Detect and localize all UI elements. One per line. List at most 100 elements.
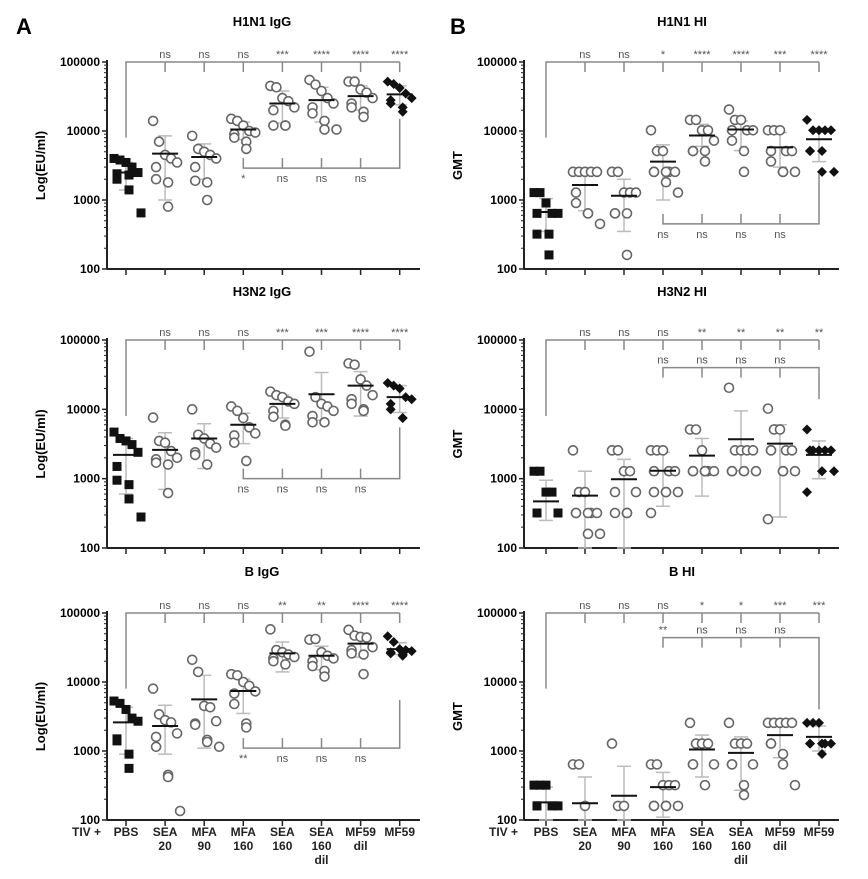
significance-label: ns bbox=[657, 600, 669, 612]
y-tick-label: 100 bbox=[80, 813, 100, 827]
data-point bbox=[162, 487, 174, 499]
data-point bbox=[201, 736, 213, 748]
significance-label: * bbox=[241, 173, 246, 185]
data-point bbox=[186, 130, 198, 142]
significance-label: ** bbox=[239, 753, 248, 765]
data-point bbox=[150, 731, 162, 743]
data-point bbox=[621, 249, 633, 261]
group-1 bbox=[567, 445, 606, 549]
data-point bbox=[319, 671, 330, 682]
data-point bbox=[328, 405, 339, 417]
y-tick-label: 100 bbox=[497, 262, 517, 276]
data-point bbox=[817, 748, 827, 759]
data-point bbox=[232, 670, 243, 681]
data-point bbox=[808, 125, 818, 136]
data-point bbox=[133, 716, 143, 726]
chart-title: B HI bbox=[669, 564, 695, 579]
y-tick-label: 1000 bbox=[73, 744, 100, 758]
data-point bbox=[201, 194, 213, 206]
x-tick-label: SEA 160 dil bbox=[729, 825, 754, 867]
data-point bbox=[124, 494, 134, 504]
chart-title: H1N1 IgG bbox=[233, 14, 292, 29]
data-point bbox=[115, 155, 125, 165]
data-point bbox=[532, 801, 542, 811]
bracket-vs-pbs bbox=[125, 339, 400, 417]
data-point bbox=[358, 111, 369, 123]
x-tick-label: PBS bbox=[114, 825, 139, 839]
bracket-vs-pbs bbox=[125, 612, 400, 689]
significance-label: **** bbox=[352, 49, 370, 61]
data-point bbox=[136, 208, 146, 218]
y-tick-label: 10000 bbox=[67, 402, 101, 416]
data-point bbox=[726, 135, 738, 146]
chart-b-igg: B IgG Log(EU/ml) 100 1000 10000 100000 PBS SEA 2… bbox=[33, 564, 420, 867]
data-point bbox=[112, 736, 122, 746]
y-axis-label: GMT bbox=[450, 430, 465, 459]
y-axis-label: GMT bbox=[450, 702, 465, 731]
y-axis-label: Log(EU/ml) bbox=[33, 409, 48, 478]
data-point bbox=[174, 805, 186, 817]
data-point bbox=[657, 145, 669, 157]
significance-label: ns bbox=[657, 355, 669, 367]
data-point bbox=[660, 800, 672, 812]
group-3 bbox=[645, 759, 684, 818]
data-point bbox=[802, 487, 812, 498]
significance-label: **** bbox=[391, 49, 409, 61]
data-point bbox=[229, 132, 240, 143]
data-point bbox=[657, 445, 669, 456]
significance-label: *** bbox=[276, 49, 290, 61]
data-point bbox=[544, 229, 554, 239]
data-point bbox=[186, 654, 198, 666]
group-1 bbox=[567, 166, 606, 230]
data-point bbox=[319, 115, 330, 127]
x-tick-label: MFA 160 bbox=[231, 825, 257, 853]
x-tick-label: SEA 160 bbox=[690, 825, 715, 853]
data-point bbox=[109, 696, 119, 706]
group-2 bbox=[606, 166, 642, 261]
data-point bbox=[802, 717, 812, 728]
data-point bbox=[702, 124, 714, 136]
data-point bbox=[115, 433, 125, 443]
data-point bbox=[648, 166, 660, 178]
x-tick-label: SEA 20 bbox=[573, 825, 598, 853]
data-point bbox=[268, 104, 279, 116]
data-point bbox=[606, 738, 618, 749]
data-point bbox=[708, 465, 720, 477]
bracket-vs-mf59 bbox=[242, 427, 401, 480]
data-point bbox=[738, 145, 750, 157]
data-point bbox=[789, 166, 801, 178]
data-point bbox=[786, 445, 798, 456]
group-2 bbox=[606, 738, 637, 821]
data-point bbox=[189, 449, 201, 461]
x-prefix-label: TIV + bbox=[489, 825, 518, 839]
significance-label: ns bbox=[696, 625, 708, 637]
significance-label: ns bbox=[735, 355, 747, 367]
group-6 bbox=[343, 624, 378, 680]
group-3 bbox=[226, 668, 261, 733]
data-point bbox=[532, 208, 542, 218]
data-point bbox=[210, 153, 222, 164]
group-2 bbox=[186, 654, 225, 753]
data-point bbox=[630, 486, 642, 498]
data-point bbox=[112, 475, 122, 485]
group-6 bbox=[343, 358, 378, 417]
data-point bbox=[385, 648, 396, 659]
significance-label: ns bbox=[237, 49, 249, 61]
data-point bbox=[124, 185, 134, 195]
data-point bbox=[316, 85, 327, 97]
data-point bbox=[699, 465, 711, 477]
data-point bbox=[213, 741, 225, 753]
x-tick-label: MFA 160 bbox=[650, 825, 676, 853]
x-tick-label: MFA 90 bbox=[611, 825, 637, 853]
significance-label: ns bbox=[579, 49, 591, 61]
y-axis-label: GMT bbox=[450, 151, 465, 180]
data-point bbox=[765, 445, 777, 456]
x-tick-label: MF59 bbox=[804, 825, 835, 839]
chart-title: H3N2 HI bbox=[657, 284, 707, 299]
data-point bbox=[271, 81, 282, 93]
significance-label: ** bbox=[317, 600, 326, 612]
data-point bbox=[171, 728, 183, 739]
group-1 bbox=[147, 115, 183, 212]
data-point bbox=[594, 528, 606, 540]
significance-label: *** bbox=[774, 600, 788, 612]
